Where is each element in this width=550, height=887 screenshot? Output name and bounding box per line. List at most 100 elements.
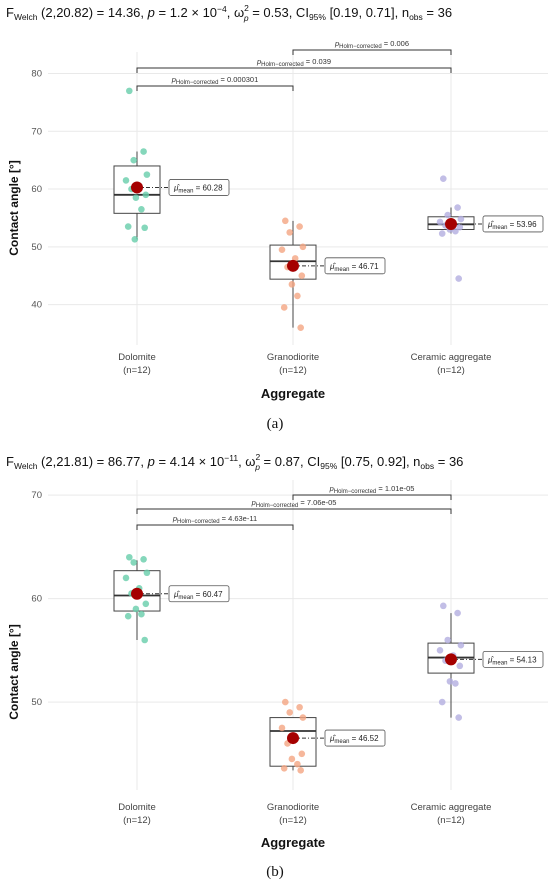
- data-point: [436, 218, 444, 226]
- data-point: [457, 215, 465, 223]
- y-axis-label-a: Contact angle [°]: [7, 160, 21, 255]
- mean-label: μ̂mean = 53.96: [487, 220, 537, 231]
- mean-marker: [287, 259, 299, 272]
- data-point: [457, 641, 465, 649]
- data-point: [299, 243, 307, 251]
- data-point: [452, 227, 459, 235]
- data-point: [456, 662, 464, 670]
- data-point: [452, 680, 459, 687]
- comparison-label: pHolm−corrected = 7.06e-05: [251, 498, 337, 509]
- y-tick-label: 40: [31, 300, 42, 311]
- data-point: [438, 230, 446, 237]
- data-point: [142, 191, 150, 199]
- data-point: [278, 724, 286, 732]
- mean-label: μ̂mean = 60.28: [173, 183, 223, 194]
- x-category-n: (n=12): [279, 815, 307, 826]
- data-point: [294, 292, 301, 300]
- x-category-label: Granodiorite: [267, 352, 319, 363]
- x-category-n: (n=12): [123, 365, 151, 376]
- mean-label-box: [168, 179, 230, 196]
- group-dolomite: μ̂mean = 60.28: [113, 87, 230, 243]
- data-point: [438, 698, 446, 706]
- group-dolomite: μ̂mean = 60.47: [113, 553, 230, 644]
- data-point: [440, 175, 447, 182]
- mean-label-box: [324, 729, 386, 747]
- data-point: [141, 636, 148, 644]
- data-point: [286, 709, 294, 716]
- comparison-label: pHolm−corrected = 0.000301: [171, 75, 259, 86]
- comparison-label: pHolm−corrected = 0.039: [256, 57, 331, 68]
- group-ceramic-aggregate: μ̂mean = 54.13: [427, 602, 544, 721]
- stats-line-b: FWelch (2,21.81) = 86.77, p = 4.14 × 10−…: [6, 452, 463, 472]
- mean-label: μ̂mean = 54.13: [487, 655, 537, 666]
- comparison-label: pHolm−corrected = 1.01e-05: [329, 484, 415, 495]
- data-point: [296, 223, 303, 230]
- data-point: [143, 569, 151, 577]
- data-point: [132, 194, 140, 202]
- data-point: [130, 559, 137, 566]
- comparison-bracket: [292, 494, 452, 500]
- data-point: [122, 177, 130, 184]
- x-category-label: Ceramic aggregate: [411, 802, 492, 813]
- data-point: [299, 714, 307, 721]
- x-categories-b: Dolomite (n=12) Granodiorite (n=12) Ceramic …: [118, 802, 491, 826]
- groups-a: μ̂mean = 60.28 μ̂mean = 46.71 μ̂mean = 53.…: [113, 87, 544, 331]
- panel-label-a: (a): [267, 416, 284, 432]
- data-point: [298, 272, 306, 279]
- groups-b: μ̂mean = 60.47 μ̂mean = 46.52 μ̂mean = 54.…: [113, 553, 544, 774]
- comparison-bracket: [136, 508, 452, 514]
- data-point: [288, 281, 296, 288]
- y-tick-label: 60: [31, 184, 42, 195]
- data-point: [280, 764, 288, 772]
- comparison-brackets-b: pHolm−corrected = 4.63e-11 pHolm−correcte…: [136, 484, 452, 530]
- data-point: [124, 612, 132, 620]
- data-point: [126, 553, 133, 561]
- data-point: [288, 755, 296, 763]
- y-tick-label: 50: [31, 697, 42, 708]
- y-ticks-b: 50 60 70: [31, 490, 42, 708]
- data-point: [286, 229, 294, 236]
- group-granodiorite: μ̂mean = 46.71: [269, 217, 386, 331]
- data-point: [280, 304, 288, 311]
- data-point: [454, 609, 461, 617]
- mean-label-box: [168, 585, 230, 603]
- mean-marker: [287, 732, 299, 745]
- data-point: [138, 205, 145, 213]
- data-point: [456, 223, 464, 231]
- data-point: [294, 760, 301, 768]
- data-point: [141, 224, 148, 232]
- x-category-label: Granodiorite: [267, 802, 319, 813]
- x-categories-a: Dolomite (n=12) Granodiorite (n=12) Ceramic …: [118, 352, 491, 376]
- x-category-n: (n=12): [437, 365, 465, 376]
- mean-label: μ̂mean = 46.52: [329, 734, 379, 745]
- mean-label-box: [482, 650, 544, 668]
- data-point: [282, 217, 289, 225]
- x-axis-label-a: Aggregate: [261, 386, 325, 401]
- x-category-n: (n=12): [123, 815, 151, 826]
- data-point: [282, 698, 289, 706]
- data-point: [446, 678, 454, 685]
- data-point: [298, 750, 306, 758]
- x-category-label: Dolomite: [118, 802, 156, 813]
- y-tick-label: 70: [31, 490, 42, 501]
- comparison-label: pHolm−corrected = 4.63e-11: [172, 514, 257, 525]
- data-point: [130, 156, 137, 164]
- data-point: [140, 556, 147, 563]
- mean-label-box: [324, 257, 386, 275]
- y-ticks-a: 40 50 60 70 80: [31, 69, 42, 311]
- data-point: [140, 148, 147, 155]
- mean-marker: [131, 181, 143, 194]
- x-category-label: Dolomite: [118, 352, 156, 363]
- data-point: [436, 647, 444, 654]
- data-point: [278, 246, 286, 254]
- data-point: [296, 703, 303, 711]
- data-point: [126, 87, 133, 95]
- comparison-bracket: [136, 85, 294, 91]
- comparison-bracket: [136, 524, 294, 530]
- data-point: [142, 600, 150, 608]
- mean-label-box: [482, 215, 544, 233]
- data-point: [143, 171, 151, 178]
- data-point: [444, 636, 452, 644]
- data-point: [297, 324, 305, 331]
